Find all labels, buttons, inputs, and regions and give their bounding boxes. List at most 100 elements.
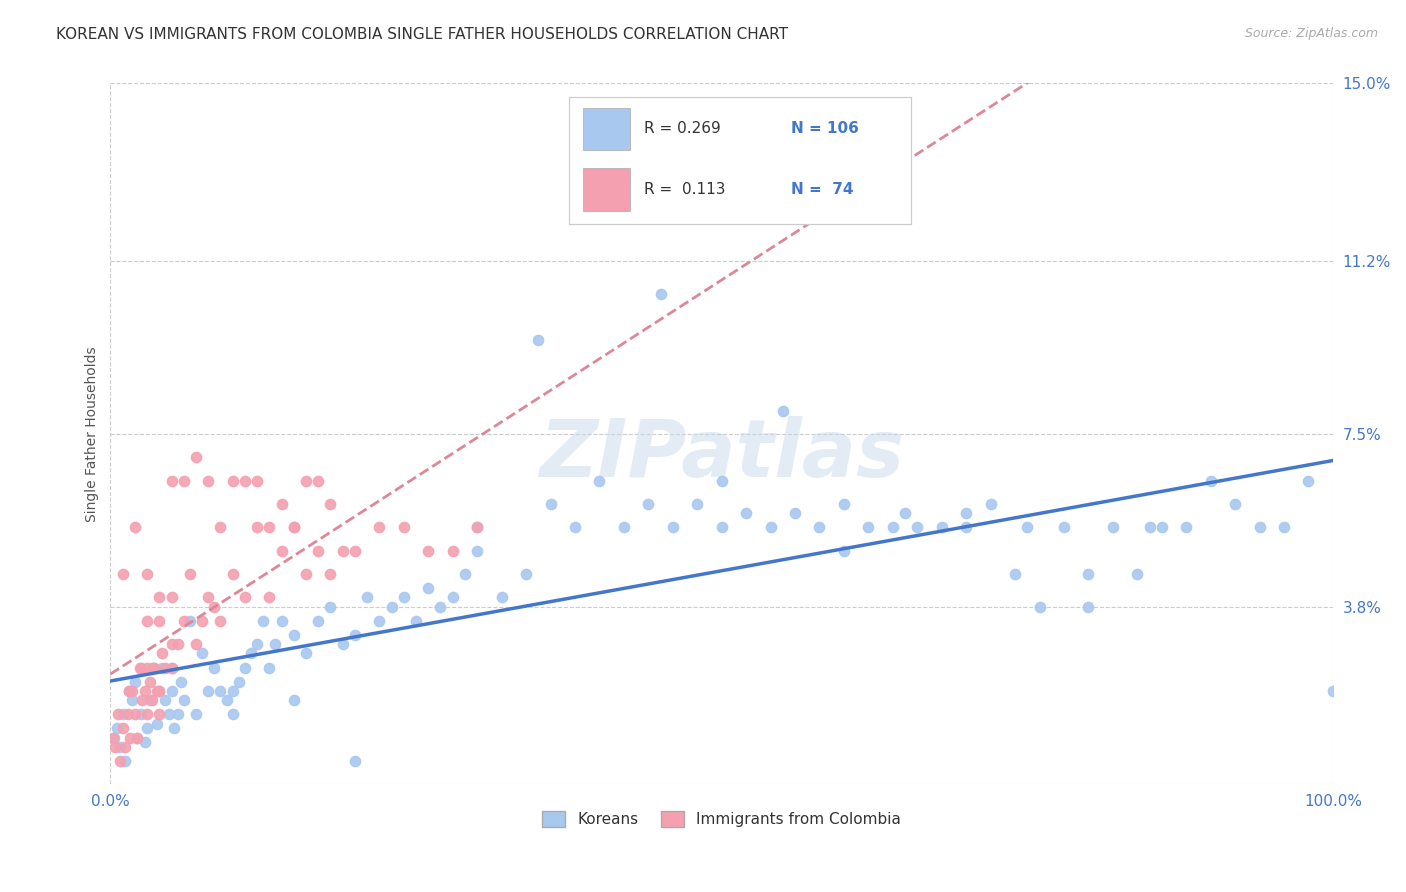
Point — [772, 403, 794, 417]
Point — [832, 497, 855, 511]
Point — [319, 567, 342, 582]
Point — [882, 520, 904, 534]
Point — [179, 567, 201, 582]
Point — [441, 543, 464, 558]
Point — [368, 520, 391, 534]
Point — [1249, 520, 1271, 534]
Point — [259, 520, 281, 534]
Point — [283, 520, 305, 534]
Point — [127, 731, 149, 745]
Point — [136, 707, 159, 722]
Point — [121, 684, 143, 698]
Point — [170, 674, 193, 689]
Point — [527, 334, 550, 348]
Point — [405, 614, 427, 628]
Point — [114, 739, 136, 754]
Point — [104, 739, 127, 754]
Point — [202, 599, 225, 614]
Point — [131, 693, 153, 707]
Point — [661, 520, 683, 534]
Point — [136, 567, 159, 582]
Point — [955, 520, 977, 534]
Point — [129, 660, 152, 674]
Point — [418, 581, 440, 595]
Text: KOREAN VS IMMIGRANTS FROM COLOMBIA SINGLE FATHER HOUSEHOLDS CORRELATION CHART: KOREAN VS IMMIGRANTS FROM COLOMBIA SINGL… — [56, 27, 789, 42]
Point — [146, 684, 169, 698]
Point — [270, 614, 292, 628]
Point — [307, 614, 329, 628]
Point — [209, 684, 232, 698]
Point — [1126, 567, 1149, 582]
Point — [343, 543, 366, 558]
Point — [136, 660, 159, 674]
Point — [240, 647, 263, 661]
Point — [221, 684, 243, 698]
Point — [179, 614, 201, 628]
Point — [118, 684, 141, 698]
Point — [142, 660, 165, 674]
Point — [148, 591, 170, 605]
Point — [129, 707, 152, 722]
Point — [491, 591, 513, 605]
Point — [184, 637, 207, 651]
Point — [465, 520, 488, 534]
Point — [173, 614, 195, 628]
Point — [166, 637, 188, 651]
Point — [858, 520, 880, 534]
Point — [465, 543, 488, 558]
Point — [148, 684, 170, 698]
Point — [233, 591, 256, 605]
Point — [197, 474, 219, 488]
Point — [270, 497, 292, 511]
Point — [1139, 520, 1161, 534]
Point — [150, 647, 173, 661]
Point — [1102, 520, 1125, 534]
Point — [1017, 520, 1039, 534]
Point — [710, 520, 733, 534]
Point — [209, 614, 232, 628]
Point — [252, 614, 274, 628]
Point — [136, 721, 159, 735]
Point — [1077, 567, 1099, 582]
Point — [160, 474, 183, 488]
Point — [197, 591, 219, 605]
Point — [215, 693, 238, 707]
Point — [228, 674, 250, 689]
Point — [173, 474, 195, 488]
Point — [1199, 474, 1222, 488]
Point — [160, 637, 183, 651]
Point — [1223, 497, 1246, 511]
Point — [197, 684, 219, 698]
Point — [894, 506, 917, 520]
Point — [735, 506, 758, 520]
Point — [184, 450, 207, 465]
Point — [307, 543, 329, 558]
Point — [515, 567, 537, 582]
Point — [295, 647, 318, 661]
Point — [108, 754, 131, 768]
Point — [1028, 599, 1050, 614]
Point — [1077, 599, 1099, 614]
Point — [980, 497, 1002, 511]
Point — [686, 497, 709, 511]
Point — [650, 286, 672, 301]
Point — [138, 674, 160, 689]
Point — [259, 660, 281, 674]
Point — [148, 684, 170, 698]
Point — [184, 707, 207, 722]
Point — [142, 660, 165, 674]
Point — [319, 497, 342, 511]
Point — [246, 474, 269, 488]
Point — [931, 520, 953, 534]
Point — [103, 731, 125, 745]
Point — [127, 731, 149, 745]
Point — [1053, 520, 1076, 534]
Point — [783, 506, 806, 520]
Point — [1322, 684, 1344, 698]
Point — [429, 599, 451, 614]
Point — [160, 660, 183, 674]
Point — [1175, 520, 1198, 534]
Point — [148, 707, 170, 722]
Point — [295, 567, 318, 582]
Point — [107, 707, 129, 722]
